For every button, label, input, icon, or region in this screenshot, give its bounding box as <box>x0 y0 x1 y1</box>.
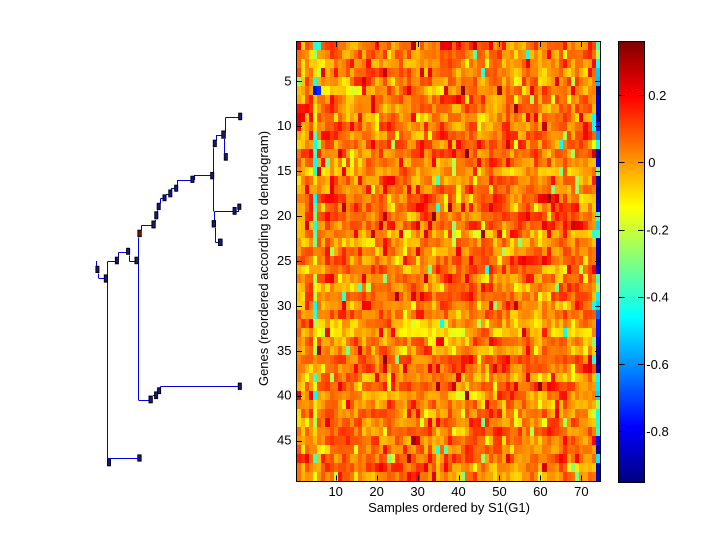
svg-text:-0.6: -0.6 <box>646 357 668 372</box>
svg-text:15: 15 <box>277 163 291 178</box>
svg-text:5: 5 <box>284 73 291 88</box>
svg-text:10: 10 <box>328 484 342 499</box>
svg-text:0: 0 <box>648 155 655 170</box>
svg-text:Samples ordered by S1(G1): Samples ordered by S1(G1) <box>368 500 530 515</box>
svg-text:60: 60 <box>533 484 547 499</box>
svg-text:20: 20 <box>277 208 291 223</box>
svg-text:-0.2: -0.2 <box>646 222 668 237</box>
svg-text:Genes (reordered according to: Genes (reordered according to dendrogram… <box>256 131 271 386</box>
svg-text:-0.8: -0.8 <box>646 424 668 439</box>
svg-text:35: 35 <box>277 343 291 358</box>
svg-text:10: 10 <box>277 118 291 133</box>
svg-text:50: 50 <box>492 484 506 499</box>
svg-text:0.2: 0.2 <box>648 88 666 103</box>
svg-text:70: 70 <box>574 484 588 499</box>
svg-text:30: 30 <box>410 484 424 499</box>
svg-text:20: 20 <box>369 484 383 499</box>
svg-text:25: 25 <box>277 253 291 268</box>
svg-text:40: 40 <box>451 484 465 499</box>
svg-text:30: 30 <box>277 298 291 313</box>
svg-text:45: 45 <box>277 433 291 448</box>
svg-text:40: 40 <box>277 388 291 403</box>
svg-text:-0.4: -0.4 <box>646 290 668 305</box>
